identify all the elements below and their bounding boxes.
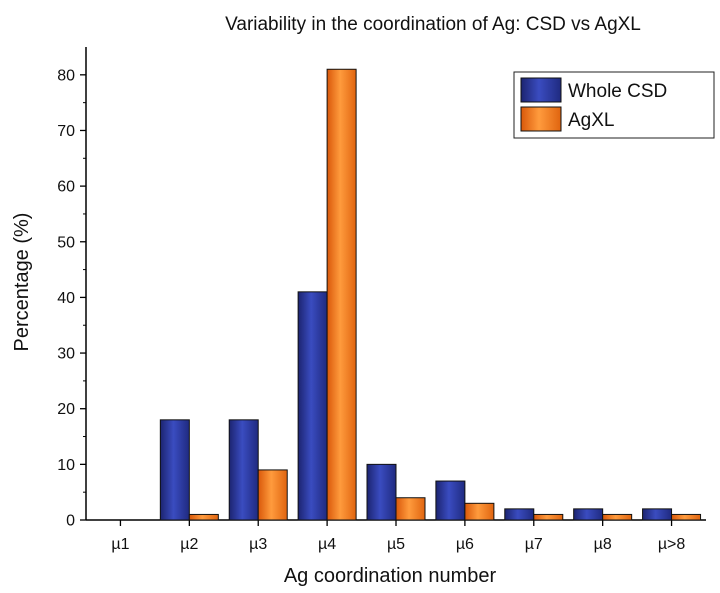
bar-whole-csd xyxy=(435,480,466,521)
legend: Whole CSD AgXL xyxy=(513,71,715,139)
x-tick-label: µ>8 xyxy=(658,536,686,553)
x-tick-label: µ8 xyxy=(594,536,612,553)
y-tick-label: 10 xyxy=(57,457,75,474)
chart-title: Variability in the coordination of Ag: C… xyxy=(225,14,641,35)
y-tick-label: 60 xyxy=(57,179,75,196)
y-axis-title: Percentage (%) xyxy=(11,213,33,352)
bar-agxl xyxy=(326,68,357,521)
bar-whole-csd xyxy=(366,463,397,521)
bar-agxl xyxy=(533,513,564,521)
bar-whole-csd xyxy=(297,291,328,521)
x-tick-label: µ4 xyxy=(318,536,336,553)
bar-whole-csd xyxy=(504,508,535,521)
bar-agxl xyxy=(395,497,426,521)
bar-agxl xyxy=(188,513,219,521)
y-tick-label: 0 xyxy=(66,513,75,530)
bar-agxl xyxy=(464,502,495,521)
x-tick-label: µ3 xyxy=(249,536,267,553)
y-tick-label: 20 xyxy=(57,401,75,418)
x-tick-label: µ5 xyxy=(387,536,405,553)
y-tick-label: 80 xyxy=(57,67,75,84)
bar-agxl xyxy=(257,469,288,521)
legend-label-agxl: AgXL xyxy=(568,110,614,131)
x-tick-label: µ7 xyxy=(525,536,543,553)
legend-swatch-whole-csd xyxy=(520,77,562,103)
bar-whole-csd xyxy=(642,508,673,521)
bar-whole-csd xyxy=(573,508,604,521)
bar-whole-csd xyxy=(228,419,259,521)
x-tick-label: µ2 xyxy=(180,536,198,553)
x-tick-label: µ1 xyxy=(111,536,129,553)
legend-label-whole-csd: Whole CSD xyxy=(568,81,667,102)
y-tick-label: 50 xyxy=(57,234,75,251)
bar-agxl xyxy=(671,513,702,521)
plot-area: 0 10 20 30 40 50 60 70 80 µ1 µ2 µ3 µ4 µ5 µ6 µ7 µ8 µ>8 xyxy=(57,47,706,553)
y-tick-label: 30 xyxy=(57,346,75,363)
legend-swatch-agxl xyxy=(520,106,562,132)
bar-agxl xyxy=(602,513,633,521)
x-tick-label: µ6 xyxy=(456,536,474,553)
y-tick-label: 40 xyxy=(57,290,75,307)
x-axis-title: Ag coordination number xyxy=(284,565,497,587)
y-tick-label: 70 xyxy=(57,123,75,140)
bar-whole-csd xyxy=(159,419,190,521)
